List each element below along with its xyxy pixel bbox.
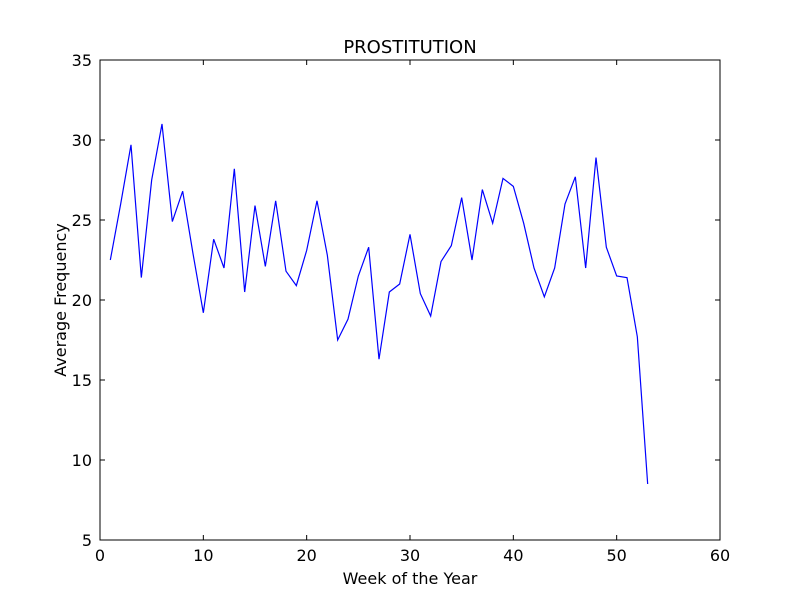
- x-tick-label: 50: [606, 546, 626, 565]
- y-tick-label: 20: [72, 291, 92, 310]
- axis-ticks: 0 10 20 30 40 50 60 5 10 15 20 25 30 35: [72, 51, 731, 565]
- y-tick-label: 10: [72, 451, 92, 470]
- x-tick-label: 40: [503, 546, 523, 565]
- x-tick-label: 60: [710, 546, 730, 565]
- x-tick-label: 20: [296, 546, 316, 565]
- y-tick-label: 35: [72, 51, 92, 70]
- x-tick-label: 30: [400, 546, 420, 565]
- chart-title: PROSTITUTION: [343, 37, 476, 58]
- y-tick-label: 25: [72, 211, 92, 230]
- y-tick-label: 5: [82, 531, 92, 550]
- x-axis-label: Week of the Year: [343, 569, 478, 588]
- y-axis-label: Average Frequency: [51, 223, 70, 376]
- series-line: [109, 123, 649, 485]
- x-tick-label: 0: [95, 546, 105, 565]
- y-tick-label: 30: [72, 131, 92, 150]
- x-tick-label: 10: [193, 546, 213, 565]
- y-tick-label: 15: [72, 371, 92, 390]
- plot-area: [99, 59, 721, 541]
- series-layer: [109, 123, 649, 485]
